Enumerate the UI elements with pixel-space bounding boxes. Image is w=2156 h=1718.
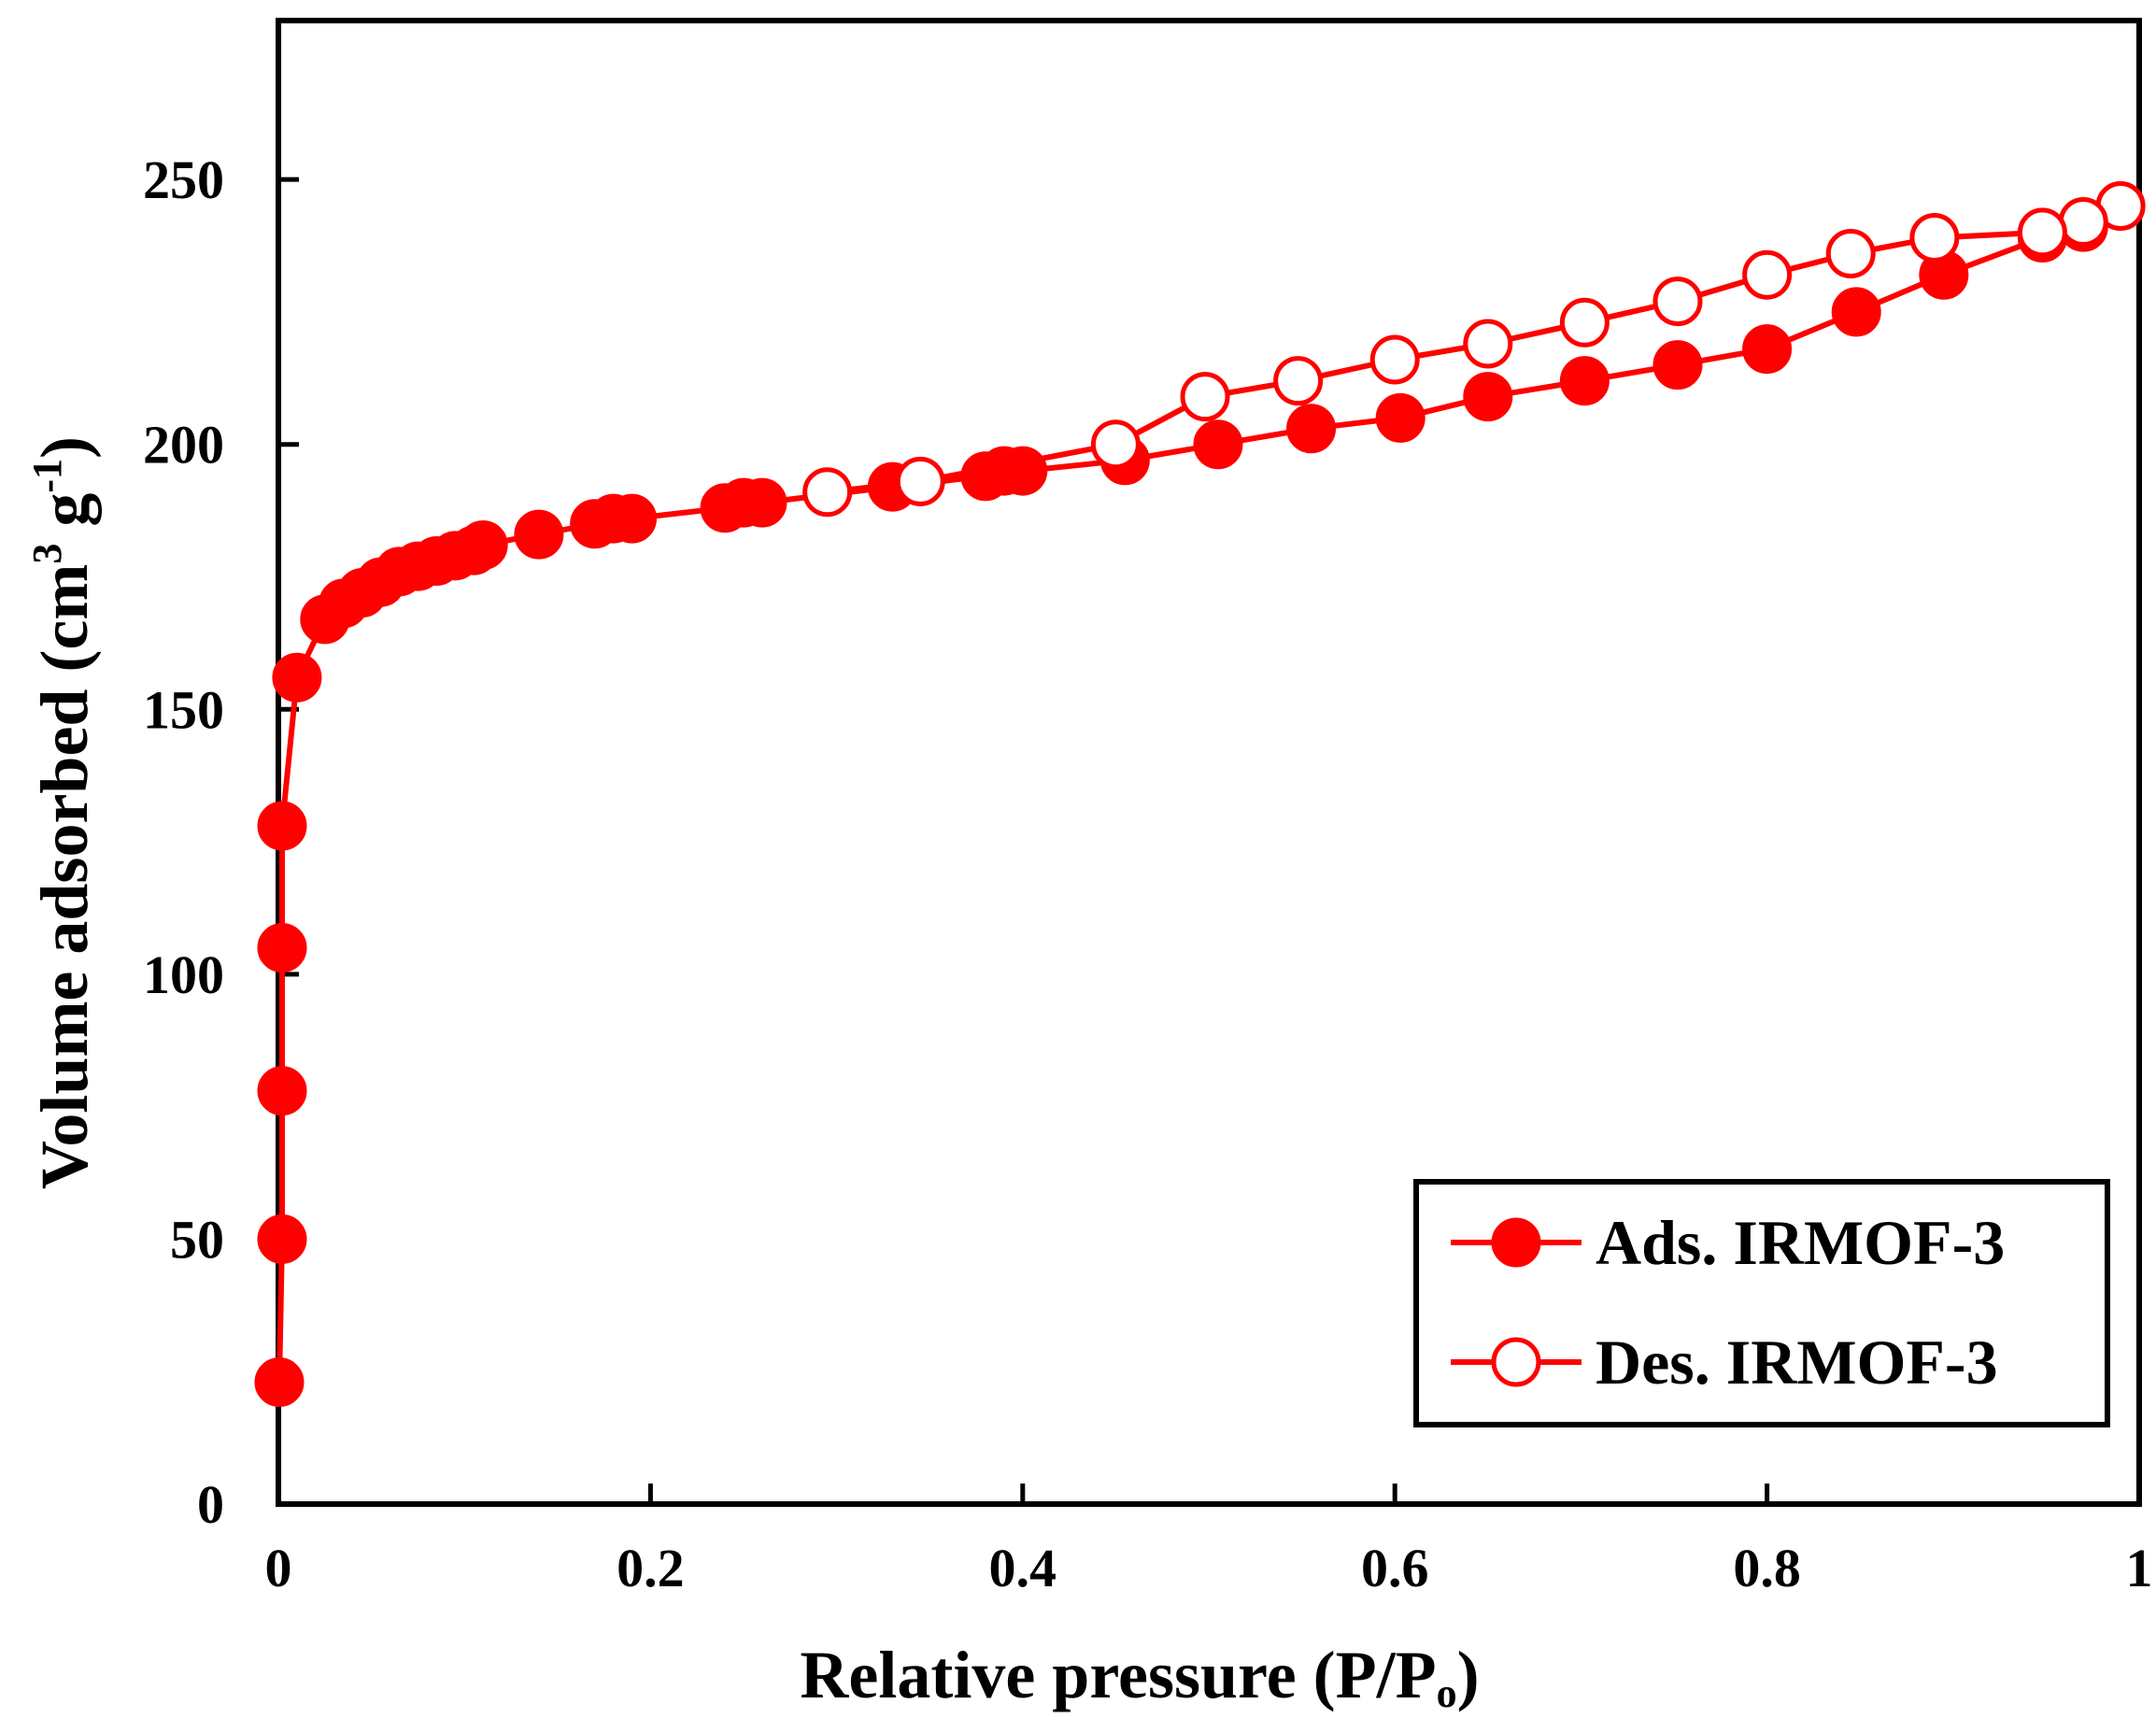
des-data-point [1369,334,1420,385]
des-data-point [2058,197,2108,248]
ads-data-point [1652,340,1703,390]
x-axis-title: Relative pressure (P/Po) [800,1638,1479,1716]
ads-data-point [737,477,787,528]
des-data-point [1180,372,1230,422]
des-data-point [1559,297,1610,348]
des-data-point [895,456,945,506]
legend-marker-ads [1491,1217,1541,1268]
ads-data-point [257,1066,307,1116]
des-data-point [1825,229,1876,279]
y-tick-label: 250 [143,149,224,210]
y-tick-label: 0 [197,1474,224,1535]
des-data-point [2017,207,2067,258]
des-data-point [1652,277,1703,327]
y-tick-label: 150 [143,679,224,740]
des-data-point [1742,249,1793,300]
y-axis-title: Volume adsorbed (cm3 g-1) [24,436,102,1189]
x-tick-label: 0 [265,1538,292,1598]
des-data-point [1090,419,1141,470]
legend-entry-ads: Ads. IRMOF-3 [1451,1207,2005,1278]
ads-data-point [998,446,1048,496]
ads-data-point [1742,324,1793,375]
ads-data-point [606,493,657,544]
legend-box [1413,1179,2110,1427]
ads-data-point [458,519,508,570]
x-tick-label: 0.6 [1361,1538,1429,1598]
legend: Ads. IRMOF-3 Des. IRMOF-3 [1413,1179,2110,1427]
legend-entry-des: Des. IRMOF-3 [1451,1327,1998,1398]
ads-data-point [257,1214,307,1264]
ads-data-point [1193,419,1243,470]
des-data-point [1909,213,1960,263]
des-data-point [802,467,853,518]
x-tick-label: 0.8 [1733,1538,1801,1598]
ads-data-point [1831,287,1881,337]
ads-data-point [272,652,322,703]
y-tick-label: 200 [143,415,224,476]
ads-data-point [514,509,564,560]
des-data-point [1273,356,1324,406]
ads-data-point [257,801,307,851]
ads-data-point [1375,392,1426,443]
y-tick-label: 50 [170,1209,224,1270]
axis-tick-labels: 0 0.2 0.4 0.6 0.8 1 0 50 100 150 200 250 [143,149,2153,1598]
x-tick-label: 1 [2126,1538,2153,1598]
ads-data-point [1463,372,1513,422]
des-data-point [1463,319,1513,369]
plot-frame [276,18,2142,1507]
legend-label-des: Des. IRMOF-3 [1596,1327,1998,1398]
legend-label-ads: Ads. IRMOF-3 [1596,1207,2005,1278]
x-tick-label: 0.2 [617,1538,685,1598]
x-tick-label: 0.4 [989,1538,1057,1598]
y-tick-label: 100 [143,944,224,1005]
ads-data-point [254,1357,305,1408]
series-markers [254,181,2146,1408]
ads-data-point [1286,404,1337,454]
ads-data-point [1559,356,1610,406]
ads-data-point [257,923,307,973]
legend-marker-des [1491,1337,1541,1387]
